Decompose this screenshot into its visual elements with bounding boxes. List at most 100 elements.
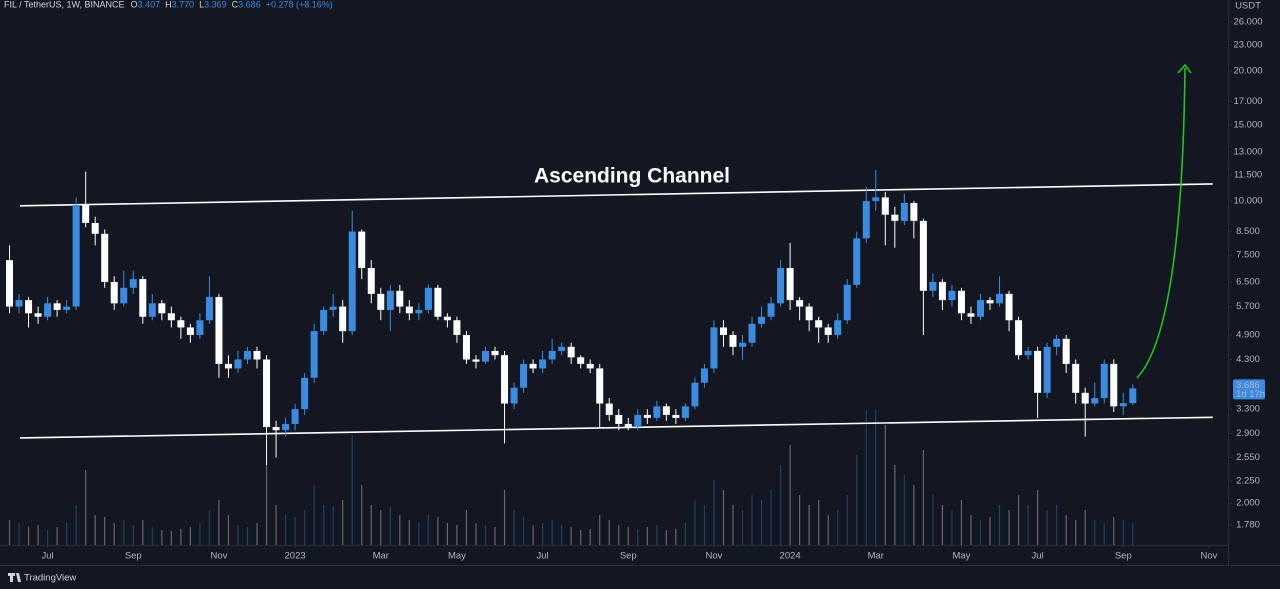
volume-bar bbox=[599, 515, 601, 545]
ohlc-prefix: H bbox=[165, 0, 172, 9]
candle-body bbox=[196, 320, 204, 335]
candle-body bbox=[415, 309, 423, 314]
candle-body bbox=[25, 300, 33, 314]
volume-bar bbox=[199, 523, 201, 545]
volume-bar bbox=[503, 490, 506, 545]
volume-bar bbox=[304, 510, 306, 545]
candle-body bbox=[44, 303, 52, 317]
candle-body bbox=[15, 300, 23, 307]
candle-body bbox=[253, 350, 261, 360]
volume-bar bbox=[913, 485, 915, 545]
price-label-box bbox=[1233, 379, 1265, 400]
candle-body bbox=[205, 296, 213, 321]
volume-bar bbox=[542, 523, 544, 545]
x-tick-label: Mar bbox=[868, 551, 884, 562]
candle-body bbox=[919, 220, 927, 291]
arrow-head bbox=[1177, 63, 1192, 74]
volume-bar bbox=[522, 517, 525, 545]
candle-body bbox=[291, 409, 299, 424]
volume-bar bbox=[1103, 523, 1105, 545]
volume-bar bbox=[189, 527, 191, 545]
drawings bbox=[19, 183, 1213, 439]
volume-bar bbox=[627, 527, 629, 545]
candle-body bbox=[348, 231, 356, 332]
volume-bar bbox=[1113, 517, 1115, 545]
y-tick-label: 3.300 bbox=[1236, 404, 1260, 415]
y-tick-label: 6.500 bbox=[1236, 276, 1260, 287]
candle-body bbox=[872, 197, 880, 202]
candle-body bbox=[710, 327, 718, 369]
candle-body bbox=[1005, 293, 1013, 321]
candle-body bbox=[967, 313, 975, 317]
candle-body bbox=[900, 202, 908, 221]
volume-bar bbox=[46, 530, 49, 545]
y-tick-label: 5.700 bbox=[1236, 301, 1260, 312]
y-tick-label: 2.000 bbox=[1236, 498, 1260, 509]
volume-bar bbox=[408, 520, 410, 545]
candle-body bbox=[320, 309, 328, 332]
y-tick-label: 4.900 bbox=[1236, 329, 1260, 340]
volume-bar bbox=[361, 485, 363, 545]
volume-bar bbox=[713, 480, 715, 545]
volume-bar bbox=[246, 527, 249, 545]
x-tick-label: Nov bbox=[1201, 551, 1218, 562]
volume-bar bbox=[351, 435, 353, 545]
candle-body bbox=[177, 320, 185, 328]
volume-bar bbox=[265, 465, 268, 545]
candle-body bbox=[6, 260, 14, 307]
volume-bar bbox=[998, 505, 1001, 545]
y-tick-label: 15.000 bbox=[1233, 120, 1262, 131]
candle-body bbox=[1043, 346, 1051, 393]
volume-bar bbox=[170, 531, 172, 545]
volume-bar bbox=[1094, 520, 1096, 545]
candle-body bbox=[729, 334, 737, 347]
candle-body bbox=[462, 334, 470, 360]
candle-body bbox=[443, 316, 451, 321]
last-price: 3.686 bbox=[1236, 380, 1260, 391]
candle-body bbox=[129, 279, 137, 288]
volume-bar bbox=[703, 505, 706, 545]
volume-bar bbox=[960, 500, 963, 545]
x-tick-label: Jul bbox=[537, 551, 549, 562]
candle-body bbox=[1072, 363, 1080, 393]
volume-bar bbox=[675, 529, 677, 545]
candle-body bbox=[120, 287, 128, 304]
volume-bar bbox=[380, 510, 382, 545]
candle-body bbox=[53, 303, 61, 310]
volume-bar bbox=[741, 510, 744, 545]
volume-bar bbox=[922, 450, 924, 545]
volume-bar bbox=[399, 515, 401, 545]
volume-bar bbox=[113, 523, 115, 545]
candle-body bbox=[948, 290, 956, 301]
candle-body bbox=[834, 320, 842, 335]
volume-bar bbox=[694, 500, 696, 545]
volume-bar bbox=[760, 500, 763, 545]
ohlc-prefix: L bbox=[199, 0, 204, 9]
volume-bar bbox=[8, 520, 11, 545]
volume-bar bbox=[275, 505, 277, 545]
volume-bar bbox=[218, 500, 220, 545]
y-tick-label: 23.000 bbox=[1233, 39, 1262, 50]
volume-bar bbox=[323, 505, 325, 545]
x-tick-label: May bbox=[448, 551, 466, 562]
candle-body bbox=[158, 303, 166, 314]
candle-body bbox=[1015, 320, 1023, 356]
ohlc-value: 3.770 bbox=[172, 0, 195, 9]
candle-body bbox=[520, 363, 528, 388]
volume-bar bbox=[437, 517, 439, 545]
volume-bar bbox=[75, 505, 77, 545]
volume-bar bbox=[561, 525, 563, 545]
candle-body bbox=[224, 363, 232, 369]
volume-bar bbox=[551, 520, 553, 545]
volume-bar bbox=[313, 485, 315, 545]
volume-bar bbox=[799, 495, 801, 545]
candle-body bbox=[215, 296, 223, 364]
candle-body bbox=[1024, 350, 1032, 356]
volume-bar bbox=[256, 523, 258, 545]
candle-body bbox=[453, 320, 461, 335]
candle-body bbox=[681, 406, 689, 418]
y-tick-label: 8.500 bbox=[1236, 226, 1260, 237]
brand: TradingView bbox=[8, 573, 76, 584]
